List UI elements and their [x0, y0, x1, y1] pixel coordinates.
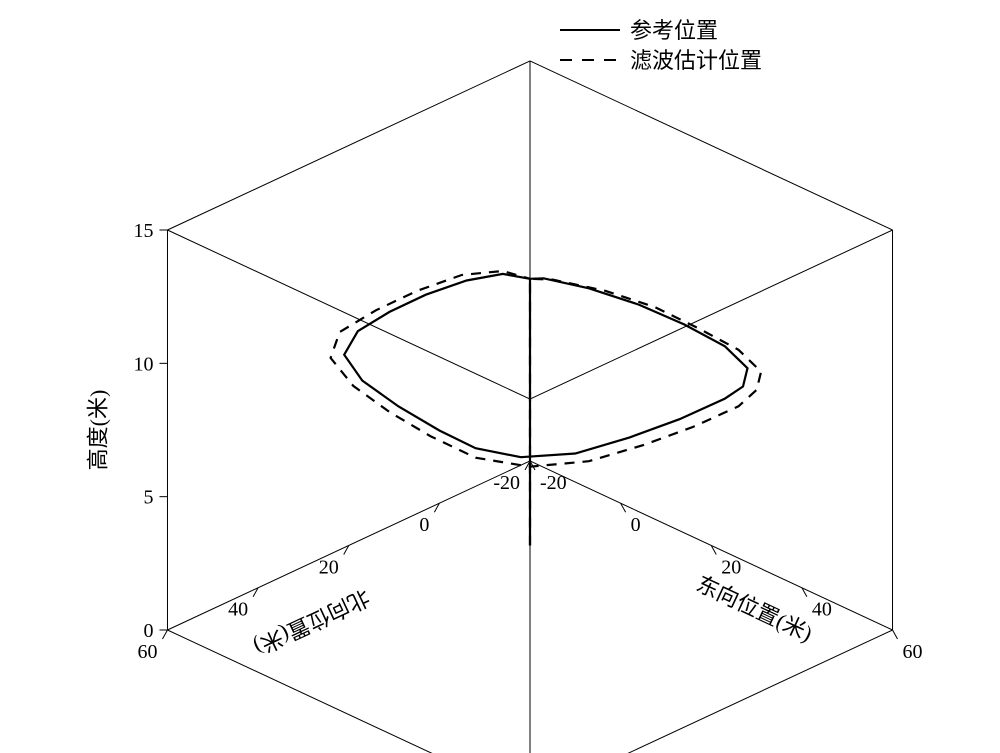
z-axis-label: 高度(米): [85, 390, 110, 471]
svg-text:5: 5: [143, 487, 153, 509]
y-axis-label: 北向位置(米): [250, 585, 374, 660]
svg-text:-20: -20: [540, 472, 567, 494]
x-axis-label: 东向位置(米): [693, 571, 817, 646]
svg-text:0: 0: [631, 514, 641, 536]
chart-container: 0 5 10 15 -20 0 20 40 60 -20 0 20 40 60 高度(米) 东向位置(米) 北向…: [0, 0, 1000, 753]
svg-text:15: 15: [133, 220, 153, 242]
svg-text:10: 10: [133, 353, 153, 375]
svg-text:20: 20: [319, 556, 339, 578]
plot-svg: 0 5 10 15 -20 0 20 40 60 -20 0 20 40 60 高度(米) 东向位置(米) 北向…: [0, 0, 1000, 753]
series-reference: [344, 274, 747, 546]
svg-text:60: 60: [137, 641, 157, 663]
series-filtered: [331, 271, 761, 546]
svg-text:40: 40: [228, 599, 248, 621]
legend-label-1: 滤波估计位置: [630, 48, 762, 73]
svg-text:0: 0: [143, 620, 153, 642]
svg-text:20: 20: [721, 556, 741, 578]
svg-text:0: 0: [419, 514, 429, 536]
svg-text:60: 60: [903, 641, 923, 663]
svg-text:-20: -20: [493, 472, 520, 494]
svg-text:40: 40: [812, 599, 832, 621]
legend-label-0: 参考位置: [630, 18, 718, 43]
